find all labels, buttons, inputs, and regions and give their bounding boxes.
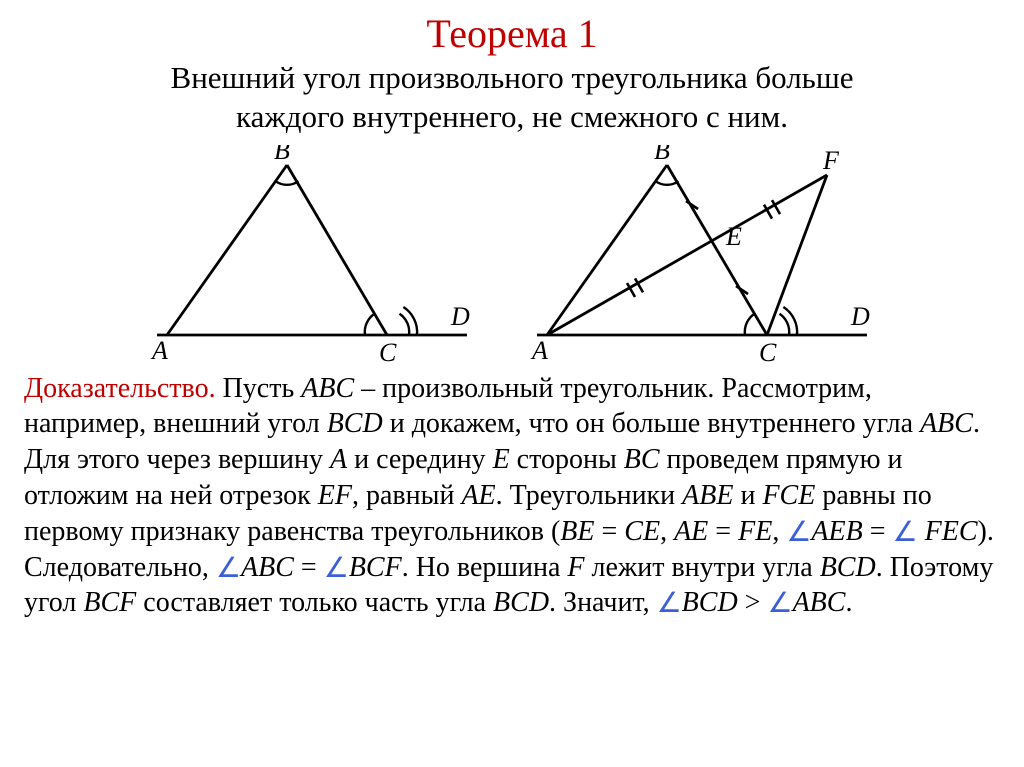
theorem-statement: Внешний угол произвольного треугольника … <box>24 59 1000 137</box>
ABE: ABE <box>682 480 733 511</box>
t1: Пусть <box>216 373 302 404</box>
angle-icon-2: ∠ <box>893 515 918 551</box>
t3: и докажем, что он больше внутреннего угл… <box>383 408 920 439</box>
t10: и <box>733 480 762 511</box>
left-label-A: A <box>150 336 168 365</box>
abc-1: ABC <box>301 373 354 404</box>
left-label-D: D <box>450 302 470 331</box>
t14: лежит внутри угла <box>584 552 819 583</box>
eq3: = <box>863 516 893 547</box>
theorem-title: Теорема 1 <box>24 10 1000 57</box>
right-label-B: B <box>654 145 670 165</box>
diagrams-row: A B C D <box>24 145 1000 365</box>
EF: EF <box>318 480 352 511</box>
right-label-E: E <box>725 222 742 251</box>
vA: A <box>330 444 347 475</box>
left-label-C: C <box>379 338 397 365</box>
eq1: = <box>595 516 625 547</box>
left-label-B: B <box>274 145 290 165</box>
right-label-A: A <box>530 336 548 365</box>
t8: , равный <box>352 480 461 511</box>
eq-fe: FE <box>738 516 772 547</box>
eq-be: BE <box>560 516 594 547</box>
angle-icon-1: ∠ <box>786 515 811 551</box>
right-label-F: F <box>822 146 840 175</box>
t5: и середину <box>347 444 492 475</box>
statement-line-2: каждого внутреннего, не смежного с ним. <box>236 99 788 134</box>
t6: стороны <box>510 444 624 475</box>
BCF2: BCF <box>83 587 136 618</box>
BC: BC <box>624 444 660 475</box>
FEC: FEC <box>918 516 978 547</box>
t16: составляет только часть угла <box>136 587 493 618</box>
proof-body: Доказательство. Пусть ABC – произвольный… <box>24 371 1000 622</box>
proof-label: Доказательство. <box>24 373 216 404</box>
abc-2: ABC <box>920 408 973 439</box>
vF: F <box>567 552 584 583</box>
c2: , <box>772 516 786 547</box>
diagram-left: A B C D <box>147 145 477 365</box>
AEB: AEB <box>811 516 862 547</box>
period: . <box>845 587 852 618</box>
BCF: BCF <box>349 552 402 583</box>
eq2: = <box>708 516 738 547</box>
eq-ae: AE <box>674 516 708 547</box>
diagram-right: A B C D E F <box>527 145 877 365</box>
BCD2: BCD <box>820 552 876 583</box>
right-label-D: D <box>850 302 870 331</box>
t17: . Значит, <box>549 587 657 618</box>
angle-icon-3: ∠ <box>216 551 241 587</box>
statement-line-1: Внешний угол произвольного треугольника … <box>171 60 854 95</box>
eq-ce: CE <box>624 516 660 547</box>
bcd-1: BCD <box>327 408 383 439</box>
eq4: = <box>294 552 324 583</box>
right-label-C: C <box>759 338 777 365</box>
gt: > <box>738 587 768 618</box>
angle-icon-5: ∠ <box>657 586 682 622</box>
angle-icon-4: ∠ <box>324 551 349 587</box>
c1: , <box>660 516 674 547</box>
t9: . Треугольники <box>496 480 682 511</box>
ABC3: ABC <box>241 552 294 583</box>
ABC4: ABC <box>793 587 846 618</box>
angle-icon-6: ∠ <box>767 586 792 622</box>
BCD4: BCD <box>682 587 738 618</box>
BCD3: BCD <box>493 587 549 618</box>
FCE: FCE <box>762 480 815 511</box>
t13: . Но вершина <box>402 552 568 583</box>
AE: AE <box>461 480 495 511</box>
vE: E <box>493 444 510 475</box>
